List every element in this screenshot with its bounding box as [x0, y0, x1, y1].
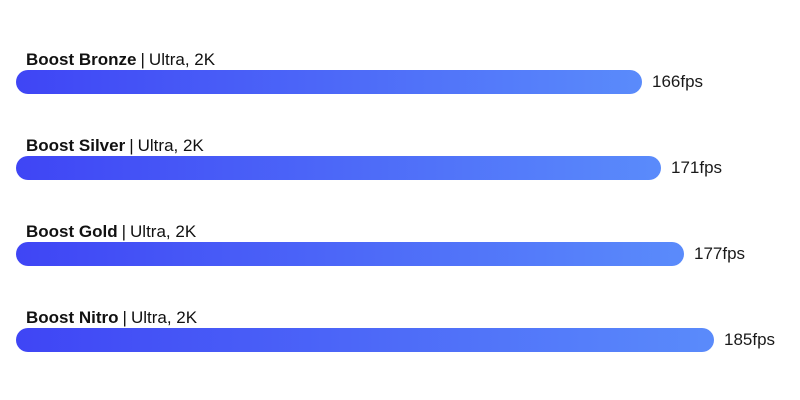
- label-separator: |: [129, 136, 134, 155]
- bar: [16, 242, 684, 266]
- bar-row: Boost Bronze | Ultra, 2K 166fps: [16, 50, 786, 110]
- bar-value-label: 185fps: [724, 330, 775, 350]
- bar-setting: Ultra, 2K: [130, 222, 197, 241]
- bar-category-name: Boost Bronze: [26, 50, 137, 69]
- bar-setting: Ultra, 2K: [148, 50, 216, 69]
- bar: [16, 156, 661, 180]
- bar-label: Boost Bronze | Ultra, 2K: [26, 50, 215, 70]
- value-unit: fps: [752, 330, 776, 349]
- bar-setting: Ultra, 2K: [137, 136, 204, 155]
- bar-category-name: Boost Silver: [26, 136, 126, 155]
- value-unit: fps: [722, 244, 746, 263]
- label-separator: |: [121, 222, 127, 241]
- bar-category-name: Boost Nitro: [26, 308, 119, 327]
- bar-value-label: 177fps: [694, 244, 745, 264]
- value-number: 177: [694, 244, 723, 263]
- bar: [16, 328, 714, 352]
- bar-row: Boost Nitro | Ultra, 2K 185fps: [16, 308, 786, 368]
- bar-row: Boost Gold | Ultra, 2K 177fps: [16, 222, 786, 282]
- bar: [16, 70, 642, 94]
- value-unit: fps: [699, 158, 723, 177]
- bar-setting: Ultra, 2K: [130, 308, 198, 327]
- bar-label: Boost Gold | Ultra, 2K: [26, 222, 196, 242]
- value-number: 171: [671, 158, 700, 177]
- bar-value-label: 171fps: [671, 158, 722, 178]
- bar-row: Boost Silver | Ultra, 2K 171fps: [16, 136, 786, 196]
- value-number: 166: [652, 72, 681, 91]
- bar-label: Boost Nitro | Ultra, 2K: [26, 308, 197, 328]
- label-separator: |: [140, 50, 145, 69]
- bar-label: Boost Silver | Ultra, 2K: [26, 136, 204, 156]
- label-separator: |: [122, 308, 127, 327]
- bar-value-label: 166fps: [652, 72, 703, 92]
- value-number: 185: [724, 330, 753, 349]
- bar-category-name: Boost Gold: [26, 222, 118, 241]
- value-unit: fps: [680, 72, 704, 91]
